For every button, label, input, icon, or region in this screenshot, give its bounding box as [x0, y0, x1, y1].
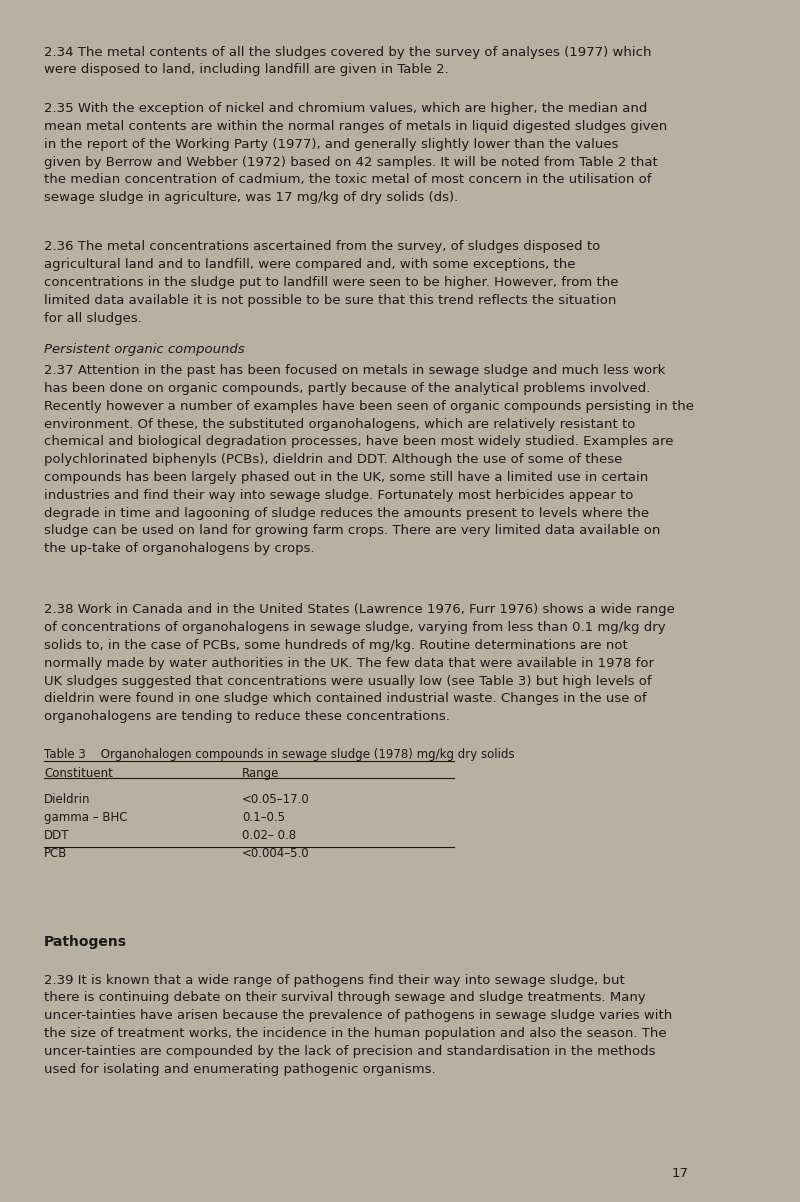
Text: uncer-tainties have arisen because the prevalence of pathogens in sewage sludge : uncer-tainties have arisen because the p…	[44, 1010, 672, 1022]
Text: agricultural land and to landfill, were compared and, with some exceptions, the: agricultural land and to landfill, were …	[44, 258, 575, 272]
Text: used for isolating and enumerating pathogenic organisms.: used for isolating and enumerating patho…	[44, 1063, 435, 1076]
Text: Dieldrin: Dieldrin	[44, 793, 90, 807]
Text: gamma – BHC: gamma – BHC	[44, 811, 127, 825]
Text: PCB: PCB	[44, 846, 67, 859]
Text: 2.35 With the exception of nickel and chromium values, which are higher, the med: 2.35 With the exception of nickel and ch…	[44, 102, 647, 115]
Text: Range: Range	[242, 767, 279, 780]
Text: there is continuing debate on their survival through sewage and sludge treatment: there is continuing debate on their surv…	[44, 992, 646, 1005]
Text: of concentrations of organohalogens in sewage sludge, varying from less than 0.1: of concentrations of organohalogens in s…	[44, 621, 666, 635]
Text: Constituent: Constituent	[44, 767, 113, 780]
Text: 17: 17	[672, 1167, 689, 1180]
Text: the size of treatment works, the incidence in the human population and also the : the size of treatment works, the inciden…	[44, 1027, 666, 1040]
Text: Table 3    Organohalogen compounds in sewage sludge (1978) mg/kg dry solids: Table 3 Organohalogen compounds in sewag…	[44, 748, 514, 761]
Text: has been done on organic compounds, partly because of the analytical problems in: has been done on organic compounds, part…	[44, 382, 650, 395]
Text: sewage sludge in agriculture, was 17 mg/kg of dry solids (ds).: sewage sludge in agriculture, was 17 mg/…	[44, 191, 458, 204]
Text: were disposed to land, including landfill are given in Table 2.: were disposed to land, including landfil…	[44, 64, 449, 77]
Text: normally made by water authorities in the UK. The few data that were available i: normally made by water authorities in th…	[44, 656, 654, 670]
Text: chemical and biological degradation processes, have been most widely studied. Ex: chemical and biological degradation proc…	[44, 435, 674, 448]
Text: uncer-tainties are compounded by the lack of precision and standardisation in th: uncer-tainties are compounded by the lac…	[44, 1045, 655, 1058]
Text: <0.004–5.0: <0.004–5.0	[242, 846, 310, 859]
Text: compounds has been largely phased out in the UK, some still have a limited use i: compounds has been largely phased out in…	[44, 471, 648, 484]
Text: mean metal contents are within the normal ranges of metals in liquid digested sl: mean metal contents are within the norma…	[44, 120, 667, 133]
Text: DDT: DDT	[44, 829, 70, 841]
Text: organohalogens are tending to reduce these concentrations.: organohalogens are tending to reduce the…	[44, 710, 450, 724]
Text: 0.02– 0.8: 0.02– 0.8	[242, 829, 296, 841]
Text: Pathogens: Pathogens	[44, 935, 127, 950]
Text: solids to, in the case of PCBs, some hundreds of mg/kg. Routine determinations a: solids to, in the case of PCBs, some hun…	[44, 639, 628, 651]
Text: polychlorinated biphenyls (PCBs), dieldrin and DDT. Although the use of some of : polychlorinated biphenyls (PCBs), dieldr…	[44, 453, 622, 466]
Text: given by Berrow and Webber (1972) based on 42 samples. It will be noted from Tab: given by Berrow and Webber (1972) based …	[44, 155, 658, 168]
Text: for all sludges.: for all sludges.	[44, 311, 142, 325]
Text: the median concentration of cadmium, the toxic metal of most concern in the util: the median concentration of cadmium, the…	[44, 173, 651, 186]
Text: the up-take of organohalogens by crops.: the up-take of organohalogens by crops.	[44, 542, 314, 555]
Text: limited data available it is not possible to be sure that this trend reflects th: limited data available it is not possibl…	[44, 293, 616, 307]
Text: in the report of the Working Party (1977), and generally slightly lower than the: in the report of the Working Party (1977…	[44, 138, 618, 150]
Text: Persistent organic compounds: Persistent organic compounds	[44, 343, 245, 356]
Text: 2.38 Work in Canada and in the United States (Lawrence 1976, Furr 1976) shows a : 2.38 Work in Canada and in the United St…	[44, 603, 675, 617]
Text: UK sludges suggested that concentrations were usually low (see Table 3) but high: UK sludges suggested that concentrations…	[44, 674, 651, 688]
Text: sludge can be used on land for growing farm crops. There are very limited data a: sludge can be used on land for growing f…	[44, 524, 660, 537]
Text: 2.34 The metal contents of all the sludges covered by the survey of analyses (19: 2.34 The metal contents of all the sludg…	[44, 46, 651, 59]
Text: 2.37 Attention in the past has been focused on metals in sewage sludge and much : 2.37 Attention in the past has been focu…	[44, 364, 666, 377]
Text: <0.05–17.0: <0.05–17.0	[242, 793, 310, 807]
Text: concentrations in the sludge put to landfill were seen to be higher. However, fr: concentrations in the sludge put to land…	[44, 276, 618, 288]
Text: industries and find their way into sewage sludge. Fortunately most herbicides ap: industries and find their way into sewag…	[44, 489, 634, 501]
Text: 0.1–0.5: 0.1–0.5	[242, 811, 285, 825]
Text: dieldrin were found in one sludge which contained industrial waste. Changes in t: dieldrin were found in one sludge which …	[44, 692, 646, 706]
Text: degrade in time and lagooning of sludge reduces the amounts present to levels wh: degrade in time and lagooning of sludge …	[44, 506, 649, 519]
Text: 2.39 It is known that a wide range of pathogens find their way into sewage sludg: 2.39 It is known that a wide range of pa…	[44, 974, 625, 987]
Text: Recently however a number of examples have been seen of organic compounds persis: Recently however a number of examples ha…	[44, 400, 694, 412]
Text: 2.36 The metal concentrations ascertained from the survey, of sludges disposed t: 2.36 The metal concentrations ascertaine…	[44, 240, 600, 254]
Text: environment. Of these, the substituted organohalogens, which are relatively resi: environment. Of these, the substituted o…	[44, 417, 635, 430]
